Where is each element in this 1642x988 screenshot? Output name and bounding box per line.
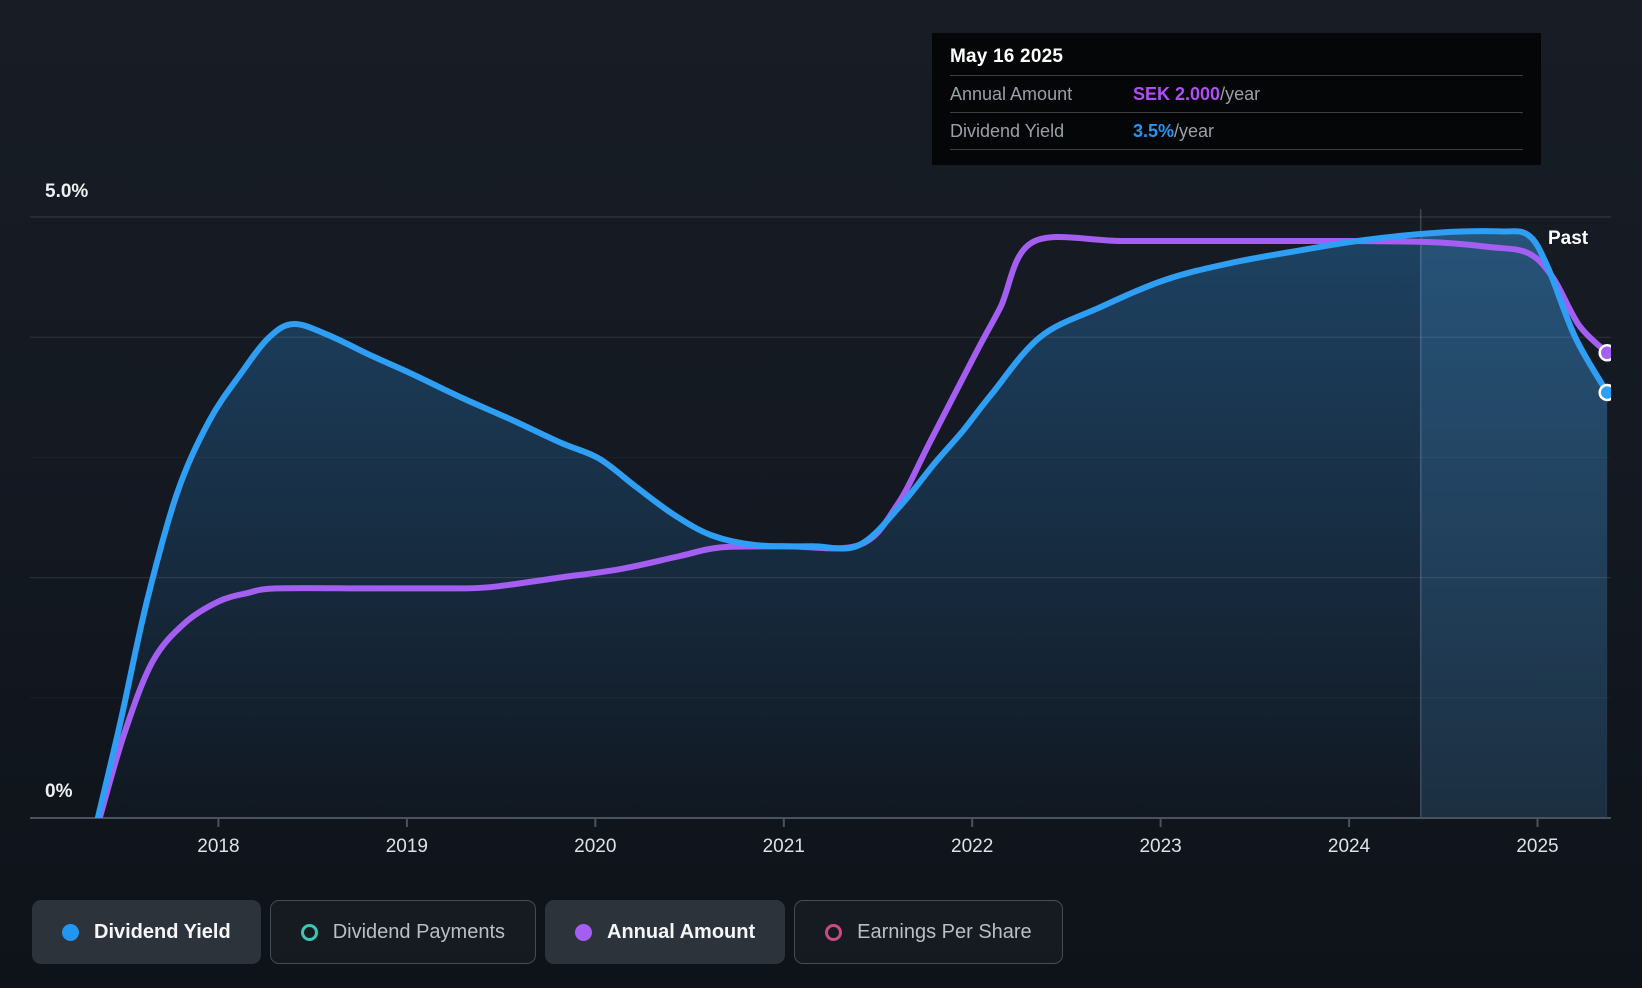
x-tick-label-2019: 2019: [385, 836, 429, 857]
x-tick-label-2023: 2023: [1139, 836, 1182, 857]
x-tick-label-2025: 2025: [1516, 836, 1559, 857]
tooltip-bottom-rule: [950, 149, 1523, 165]
earnings-per-share-ring-icon: [825, 923, 843, 941]
dividend-payments-ring-icon: [300, 923, 318, 941]
past-region-label: Past: [1548, 228, 1589, 249]
tooltip-row-suffix: /year: [1174, 120, 1215, 141]
chart-tooltip: May 16 2025 Annual Amount SEK 2.000/year…: [932, 33, 1541, 165]
x-tick-label-2024: 2024: [1327, 836, 1371, 857]
tooltip-row-value: 3.5%: [1133, 120, 1175, 141]
tooltip-row-annual-amount: Annual Amount SEK 2.000/year: [950, 75, 1523, 112]
legend-label: Dividend Payments: [332, 920, 506, 943]
legend-pill-earnings-per-share[interactable]: Earnings Per Share: [794, 900, 1063, 964]
x-tick-label-2021: 2021: [762, 836, 805, 857]
annual-amount-dot-icon: [575, 923, 593, 941]
legend-label: Annual Amount: [607, 920, 756, 943]
legend-pill-dividend-yield[interactable]: Dividend Yield: [32, 900, 261, 964]
y-axis-top-label: 5.0%: [45, 181, 89, 202]
y-axis-bottom-label: 0%: [45, 781, 73, 802]
tooltip-row-suffix: /year: [1220, 83, 1261, 104]
tooltip-row-value: SEK 2.000: [1133, 83, 1221, 104]
x-tick-label-2018: 2018: [197, 836, 240, 857]
legend-pill-dividend-payments[interactable]: Dividend Payments: [269, 900, 537, 964]
dividend-yield-dot-icon: [62, 923, 79, 941]
tooltip-row-dividend-yield: Dividend Yield 3.5%/year: [950, 112, 1523, 149]
legend-pill-annual-amount[interactable]: Annual Amount: [545, 900, 786, 964]
tooltip-row-label: Dividend Yield: [950, 120, 1065, 141]
tooltip-date: May 16 2025: [950, 46, 1064, 67]
tooltip-row-label: Annual Amount: [950, 83, 1073, 104]
x-tick-label-2022: 2022: [951, 836, 994, 857]
legend-label: Dividend Yield: [94, 920, 231, 943]
legend-label: Earnings Per Share: [857, 920, 1032, 943]
x-tick-label-2020: 2020: [574, 836, 617, 857]
chart-legend: Dividend Yield Dividend Payments Annual …: [32, 900, 1063, 964]
